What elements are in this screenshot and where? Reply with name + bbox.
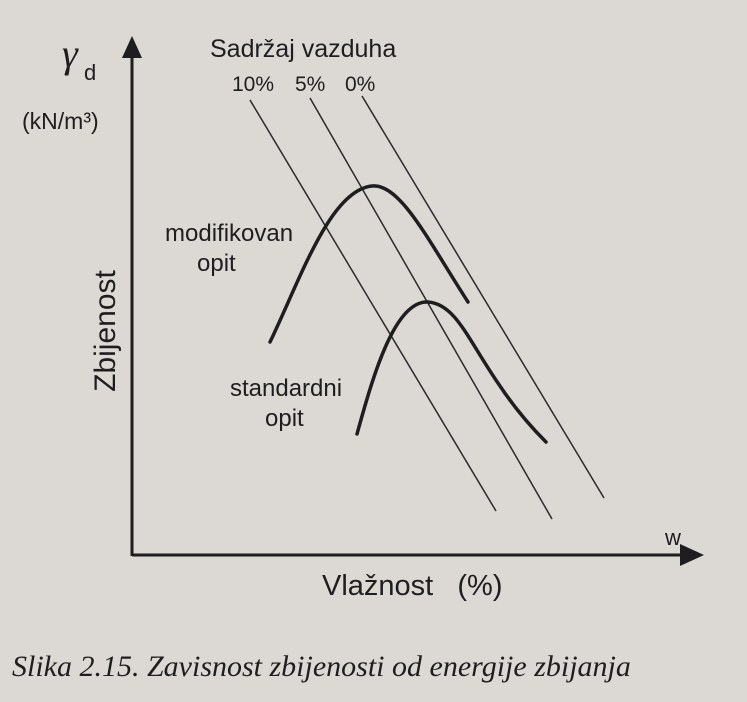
y-axis-unit: (kN/m³) bbox=[22, 108, 99, 134]
curve-label-modifikovan-line2: opit bbox=[197, 250, 236, 277]
x-axis bbox=[132, 544, 704, 566]
air-content-line-0 bbox=[361, 95, 605, 499]
y-axis bbox=[122, 36, 142, 556]
air-content-label-10: 10% bbox=[232, 73, 275, 96]
x-axis-arrowhead bbox=[680, 544, 704, 566]
air-content-line-10 bbox=[249, 99, 497, 512]
curve-standardni-opit bbox=[355, 300, 548, 444]
y-axis-arrowhead bbox=[122, 36, 142, 58]
curve-label-standardni-line2: opit bbox=[265, 405, 304, 432]
y-axis-subscript: d bbox=[84, 60, 97, 85]
curve-label-standardni-line1: standardni bbox=[230, 375, 343, 402]
air-content-label-0: 0% bbox=[345, 73, 376, 96]
air-content-label-5: 5% bbox=[295, 73, 326, 96]
curve-label-modifikovan-line1: modifikovan bbox=[165, 220, 294, 247]
air-content-line-5 bbox=[309, 97, 553, 520]
curve-modifikovan-opit bbox=[268, 184, 470, 344]
figure-caption: Slika 2.15. Zavisnost zbijenosti od ener… bbox=[12, 650, 631, 683]
y-axis-title: Zbijenost bbox=[89, 270, 122, 392]
x-axis-end-label: w bbox=[665, 525, 681, 550]
air-content-title: Sadržaj vazduha bbox=[210, 35, 397, 63]
y-axis-symbol: γ bbox=[62, 31, 78, 76]
x-axis-title: Vlažnost (%) bbox=[322, 570, 503, 602]
